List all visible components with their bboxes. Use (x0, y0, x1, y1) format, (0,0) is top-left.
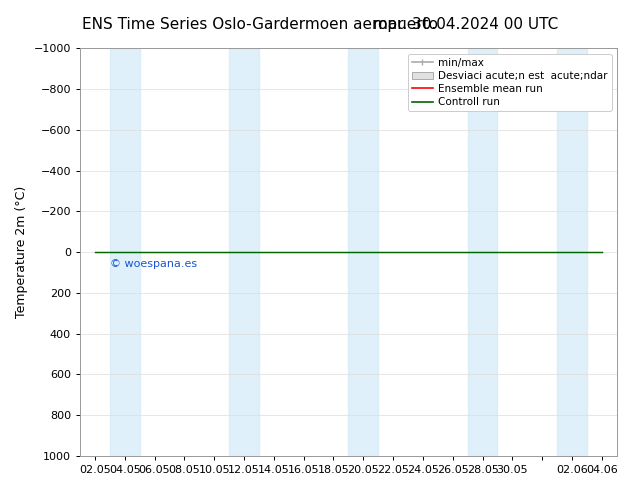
Y-axis label: Temperature 2m (°C): Temperature 2m (°C) (15, 186, 28, 318)
Text: mar. 30.04.2024 00 UTC: mar. 30.04.2024 00 UTC (373, 17, 558, 32)
Text: © woespana.es: © woespana.es (110, 259, 197, 270)
Bar (110, 49, 139, 456)
Text: ENS Time Series Oslo-Gardermoen aeropuerto: ENS Time Series Oslo-Gardermoen aeropuer… (82, 17, 439, 32)
Bar (468, 49, 498, 456)
Bar (348, 49, 378, 456)
Bar (557, 49, 587, 456)
Bar (229, 49, 259, 456)
Legend: min/max, Desviaci acute;n est  acute;ndar, Ensemble mean run, Controll run: min/max, Desviaci acute;n est acute;ndar… (408, 53, 612, 111)
